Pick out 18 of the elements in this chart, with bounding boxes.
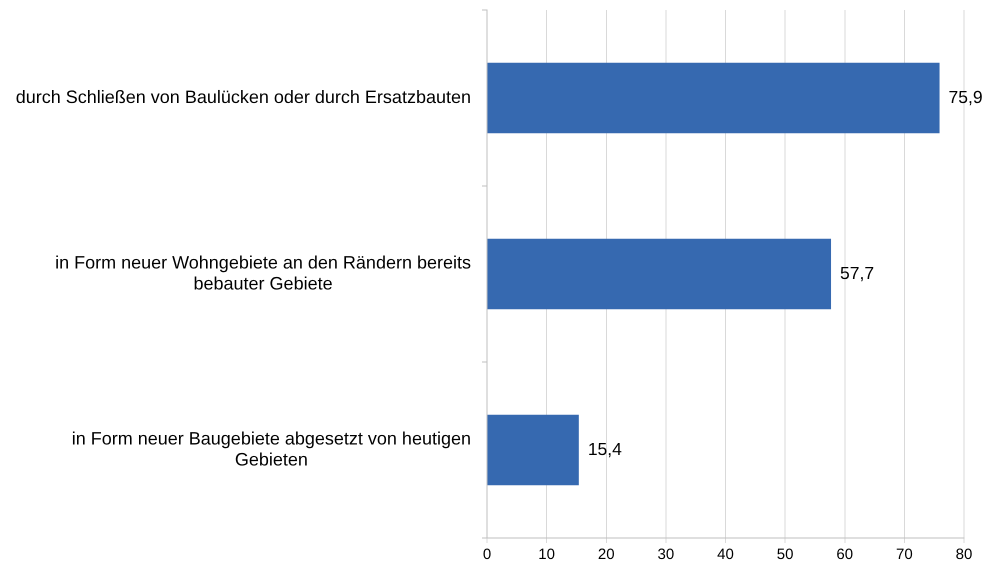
data-label: 75,9 — [948, 86, 983, 107]
x-tick-label: 40 — [717, 546, 734, 564]
x-tick-label: 0 — [482, 546, 492, 564]
bar — [488, 62, 940, 134]
bar — [488, 238, 832, 310]
y-tick-label: in Form neuer Baugebiete abgesetzt von heutigen Gebieten — [72, 428, 472, 470]
y-tick-label: in Form neuer Wohngebiete an den Rändern bereits bebauter Gebiete — [55, 252, 472, 294]
data-label: 15,4 — [588, 438, 622, 459]
x-tick-label: 80 — [956, 546, 972, 564]
data-label: 57,7 — [840, 262, 874, 283]
x-tick-label: 50 — [776, 546, 794, 564]
x-tick-label: 70 — [896, 546, 913, 564]
x-tick-label: 60 — [836, 546, 854, 564]
x-tick-label: 30 — [658, 546, 674, 564]
bar — [488, 414, 579, 486]
x-tick-label: 20 — [598, 546, 615, 564]
y-tick-label: durch Schließen von Baulücken oder durch Ersatzbauten — [16, 86, 472, 107]
x-tick-label: 10 — [538, 546, 555, 564]
